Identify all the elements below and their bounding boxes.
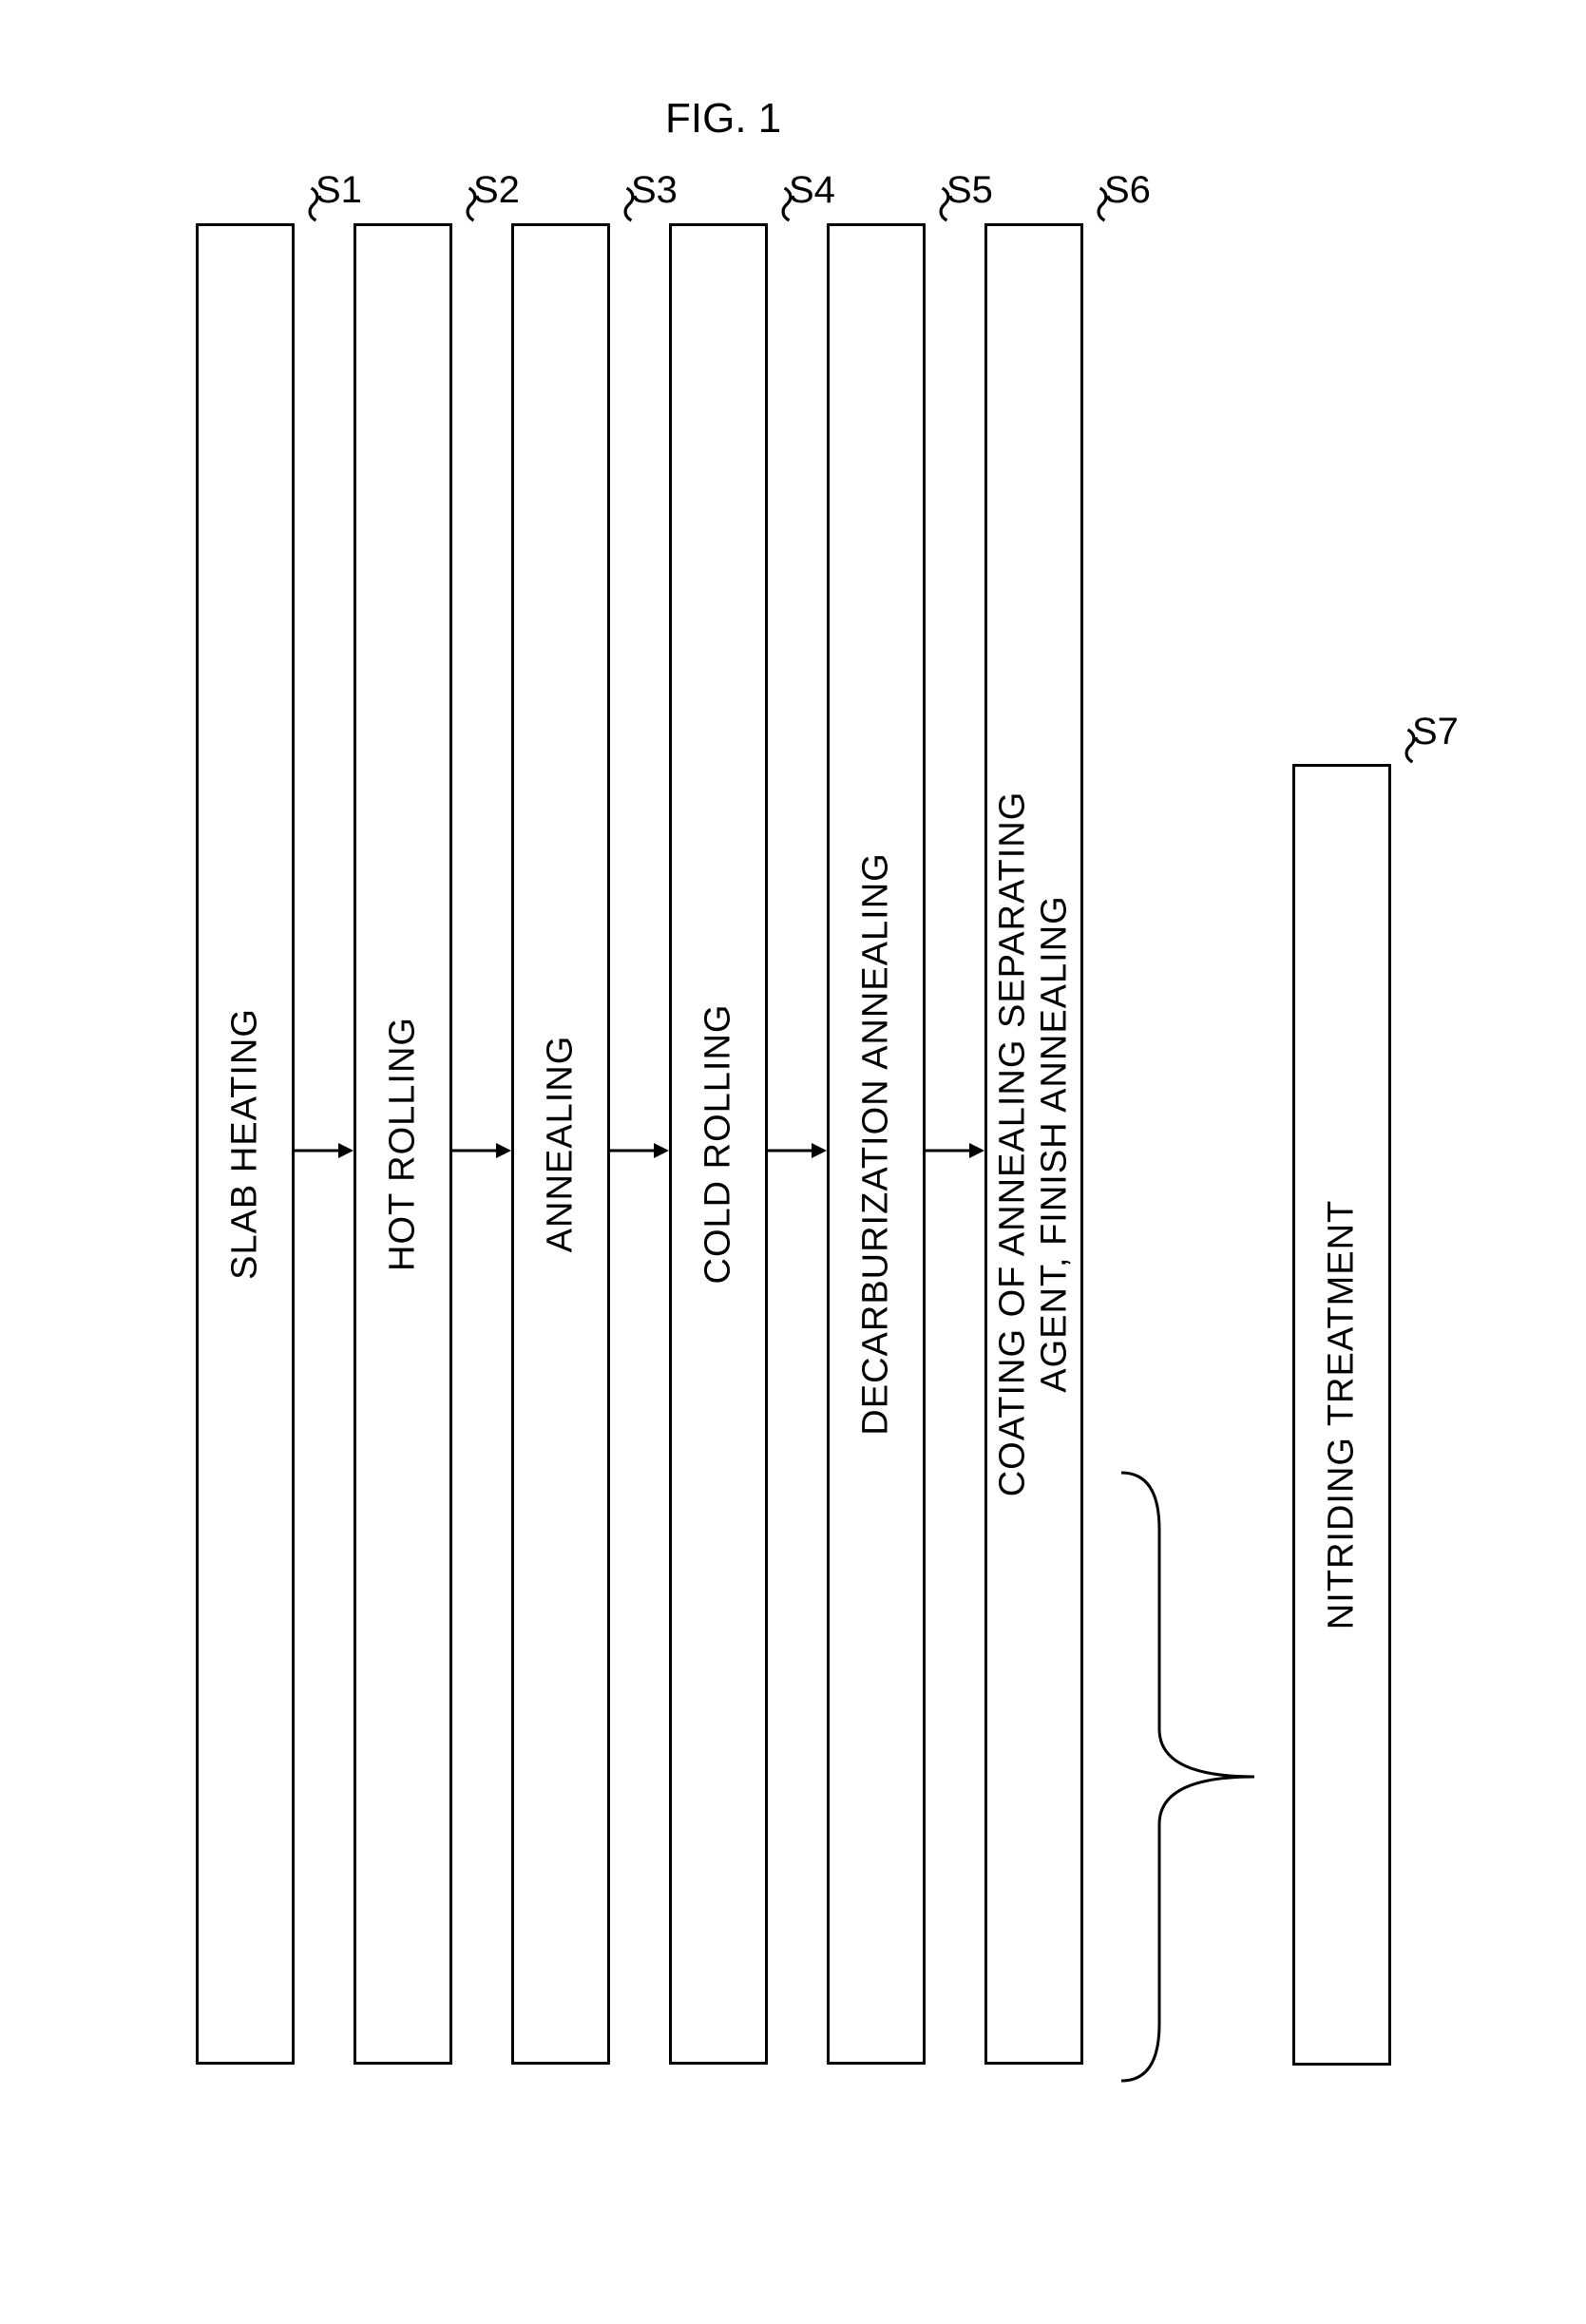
step-text-s7: NITRIDING TREATMENT (1322, 1200, 1363, 1629)
step-text-s6-line1: COATING OF ANNEALING SEPARATING (992, 791, 1032, 1497)
step-text-s1: SLAB HEATING (225, 1008, 266, 1280)
step-text-s4: COLD ROLLING (698, 1004, 739, 1285)
step-box-s1: SLAB HEATING (196, 223, 295, 2065)
step-tilde-s4: 〜 (761, 185, 816, 223)
step-text-s6: COATING OF ANNEALING SEPARATING AGENT, F… (992, 791, 1075, 1497)
step-tilde-s2: 〜 (446, 185, 501, 223)
step-text-s2: HOT ROLLING (383, 1017, 424, 1271)
figure-canvas: FIG. 1 SLAB HEATING S1 〜 HOT ROLLING S2 … (0, 0, 1586, 2324)
step-tilde-s6: 〜 (1077, 185, 1132, 223)
step-text-s5: DECARBURIZATION ANNEALING (856, 852, 897, 1435)
step-tilde-s7: 〜 (1385, 727, 1440, 765)
step-text-s6-line2: AGENT, FINISH ANNEALING (1034, 895, 1074, 1392)
step-text-s3: ANNEALING (541, 1036, 582, 1253)
brace-s5s6-to-s7 (1093, 1463, 1292, 2090)
step-tilde-s1: 〜 (288, 185, 343, 223)
step-tilde-s3: 〜 (603, 185, 659, 223)
step-box-s4: COLD ROLLING (669, 223, 768, 2065)
step-box-s6: COATING OF ANNEALING SEPARATING AGENT, F… (984, 223, 1083, 2065)
step-box-s2: HOT ROLLING (354, 223, 452, 2065)
step-box-s3: ANNEALING (511, 223, 610, 2065)
step-box-s5: DECARBURIZATION ANNEALING (827, 223, 926, 2065)
step-tilde-s5: 〜 (919, 185, 974, 223)
step-box-s7: NITRIDING TREATMENT (1292, 764, 1391, 2066)
figure-title: FIG. 1 (665, 95, 781, 143)
